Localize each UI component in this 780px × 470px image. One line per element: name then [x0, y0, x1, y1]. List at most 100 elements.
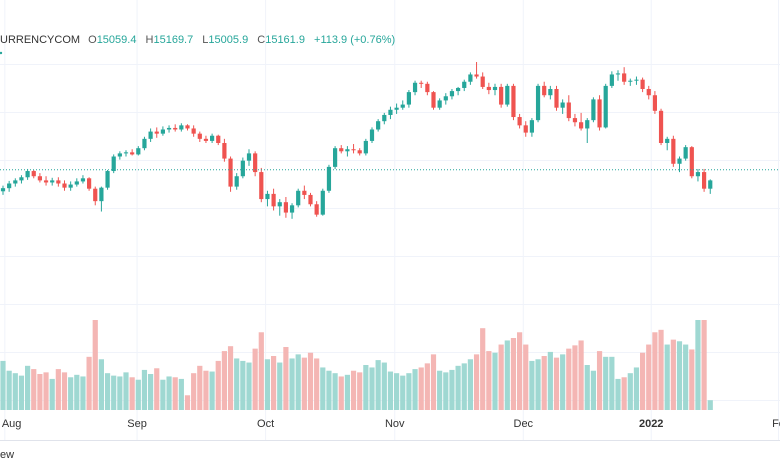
candle-body — [7, 183, 12, 189]
volume-bar — [363, 365, 369, 410]
candle-body — [382, 114, 387, 122]
candle-body — [99, 187, 104, 202]
candle-body — [296, 190, 301, 206]
candle-body — [535, 85, 541, 121]
volume-bar — [584, 365, 590, 410]
candle-body — [74, 181, 79, 185]
candle-body — [646, 89, 651, 96]
legend-low-value: 15005.9 — [208, 34, 248, 46]
legend-low-label: L — [202, 34, 208, 46]
candle-body — [658, 110, 664, 143]
volume-bar — [394, 373, 400, 410]
candle-body — [283, 202, 288, 213]
candle-body — [419, 82, 424, 84]
candle-body — [603, 85, 608, 128]
volume-bar — [209, 371, 215, 410]
volume-bar — [111, 375, 117, 410]
volume-bar — [61, 372, 68, 410]
candle-body — [130, 152, 135, 155]
candle-body — [640, 79, 645, 89]
candle-body — [62, 183, 67, 188]
candle-body — [474, 74, 479, 77]
candle-body — [31, 171, 36, 177]
volume-bar — [375, 360, 381, 410]
volume-bar — [646, 344, 652, 410]
candle-body — [572, 118, 578, 123]
candle-body — [111, 156, 116, 172]
legend-status-dot — [0, 51, 3, 55]
candle-body — [308, 194, 313, 205]
volume-bar — [387, 371, 394, 410]
volume-bar — [664, 344, 670, 410]
volume-bar — [486, 351, 492, 410]
candle-body — [591, 99, 596, 121]
volume-bar — [6, 370, 12, 410]
candle-body — [671, 138, 676, 164]
volume-bar — [289, 358, 295, 410]
volume-bar — [178, 378, 184, 410]
volume-bar — [277, 362, 283, 410]
candle-body — [468, 74, 473, 82]
volume-bar — [31, 369, 37, 410]
volume-bar — [344, 374, 350, 410]
candle-body — [615, 73, 621, 75]
candle-body — [277, 202, 282, 207]
candle-body — [80, 178, 86, 182]
candle-body — [289, 205, 295, 213]
volume-bar — [37, 374, 43, 410]
candle-body — [511, 85, 516, 118]
footer-fragment[interactable]: ew — [0, 449, 14, 461]
candle-body — [246, 153, 252, 161]
x-tick-label: Dec — [514, 418, 534, 430]
volume-bar — [596, 351, 603, 410]
volume-bar — [609, 356, 615, 410]
candle-body — [43, 180, 49, 183]
candle-body — [19, 177, 24, 181]
candle-body — [105, 171, 110, 188]
volume-bar — [246, 362, 252, 410]
volume-bar — [264, 359, 271, 410]
volume-bar — [467, 359, 473, 410]
volume-bar — [252, 348, 258, 410]
candle-body — [376, 121, 381, 130]
legend-high-label: H — [146, 34, 154, 46]
volume-bar — [191, 373, 197, 410]
candle-body — [154, 131, 159, 134]
candle-body — [228, 158, 233, 187]
candle-body — [314, 204, 319, 215]
candle-body — [566, 102, 571, 119]
candle-body — [173, 127, 178, 130]
candle-body — [702, 172, 707, 189]
volume-bar — [258, 332, 264, 410]
candle-body — [449, 91, 455, 97]
candle-body — [142, 138, 147, 149]
volume-bar — [172, 377, 178, 410]
candle-body — [216, 135, 221, 143]
volume-bar — [424, 363, 430, 410]
candle-body — [579, 122, 584, 129]
volume-bar — [234, 358, 240, 410]
candle-body — [505, 85, 510, 105]
volume-bar — [227, 346, 234, 410]
volume-bar — [603, 356, 609, 410]
candle-body — [683, 147, 688, 159]
volume-bar — [184, 395, 191, 410]
candle-body — [339, 148, 344, 152]
volume-bar — [25, 365, 31, 410]
volume-bar — [517, 332, 523, 410]
candle-body — [486, 86, 491, 91]
candle-body — [87, 178, 92, 189]
candle-body — [136, 148, 141, 155]
candle-body — [13, 180, 18, 184]
candle-body — [665, 138, 670, 143]
volume-bar — [0, 360, 6, 410]
legend-open-value: 15059.4 — [97, 34, 137, 46]
volume-bar — [49, 378, 55, 410]
x-tick-label: Oct — [257, 418, 274, 430]
candle-body — [302, 190, 307, 195]
volume-bar — [381, 362, 387, 410]
candle-body — [222, 143, 227, 159]
candle-body — [400, 104, 405, 108]
candle-body — [529, 120, 534, 133]
